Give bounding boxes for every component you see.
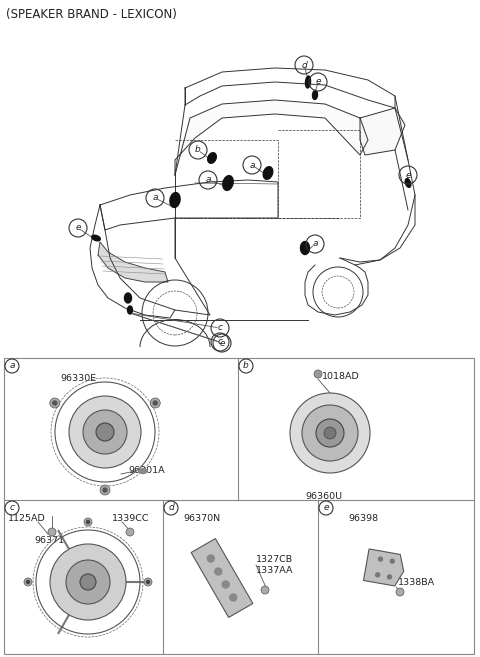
Circle shape (164, 501, 178, 515)
Circle shape (144, 578, 152, 586)
Circle shape (396, 588, 404, 596)
Circle shape (239, 359, 253, 373)
Bar (4, 358, 474, 654)
Circle shape (150, 398, 160, 408)
Text: 96371: 96371 (34, 536, 64, 545)
Text: 96398: 96398 (348, 514, 378, 523)
Circle shape (50, 544, 126, 620)
Circle shape (230, 594, 237, 601)
Text: e: e (405, 171, 411, 179)
Circle shape (53, 401, 57, 405)
Circle shape (146, 581, 149, 583)
Ellipse shape (405, 179, 411, 187)
Text: (SPEAKER BRAND - LEXICON): (SPEAKER BRAND - LEXICON) (6, 8, 177, 21)
Text: a: a (249, 160, 255, 170)
Polygon shape (363, 549, 404, 586)
Text: 96301A: 96301A (128, 466, 165, 475)
Text: a: a (9, 361, 15, 371)
Circle shape (290, 393, 370, 473)
Text: a: a (312, 240, 318, 248)
Text: b: b (195, 145, 201, 154)
Polygon shape (360, 108, 405, 155)
Ellipse shape (124, 293, 132, 303)
Circle shape (100, 485, 110, 495)
Text: 1327CB: 1327CB (256, 555, 293, 564)
Circle shape (50, 398, 60, 408)
Circle shape (222, 581, 229, 588)
Text: 1339CC: 1339CC (112, 514, 149, 523)
Ellipse shape (92, 235, 100, 241)
Ellipse shape (305, 76, 311, 88)
Text: 96370N: 96370N (183, 514, 220, 523)
Text: e: e (323, 503, 329, 512)
Circle shape (26, 581, 29, 583)
Circle shape (379, 557, 383, 561)
Text: e: e (219, 338, 225, 348)
Polygon shape (98, 242, 168, 282)
Ellipse shape (128, 306, 132, 314)
Circle shape (5, 501, 19, 515)
Circle shape (316, 419, 344, 447)
Circle shape (69, 396, 141, 468)
Circle shape (5, 359, 19, 373)
Circle shape (319, 501, 333, 515)
Text: 1338BA: 1338BA (398, 578, 435, 587)
Circle shape (48, 528, 56, 536)
Ellipse shape (139, 468, 147, 474)
Circle shape (314, 370, 322, 378)
Circle shape (86, 520, 89, 524)
Text: a: a (205, 175, 211, 185)
Polygon shape (175, 100, 368, 175)
Circle shape (261, 586, 269, 594)
Circle shape (324, 427, 336, 439)
Text: c: c (10, 503, 14, 512)
Circle shape (126, 528, 134, 536)
Polygon shape (191, 539, 253, 618)
Circle shape (376, 573, 380, 577)
Circle shape (215, 568, 222, 575)
Text: c: c (217, 338, 223, 346)
Text: 96360U: 96360U (305, 492, 342, 501)
Text: 1018AD: 1018AD (322, 372, 360, 381)
Circle shape (66, 560, 110, 604)
Ellipse shape (263, 167, 273, 179)
Ellipse shape (208, 152, 216, 163)
Text: d: d (168, 503, 174, 512)
Circle shape (84, 518, 92, 526)
Text: d: d (301, 60, 307, 70)
Text: 1125AD: 1125AD (8, 514, 46, 523)
Ellipse shape (223, 175, 233, 191)
Circle shape (83, 410, 127, 454)
Ellipse shape (312, 91, 318, 99)
Text: 1337AA: 1337AA (256, 566, 293, 575)
Circle shape (387, 575, 392, 579)
Text: e: e (75, 223, 81, 233)
Text: 96330E: 96330E (60, 374, 96, 383)
Circle shape (207, 555, 214, 562)
Ellipse shape (300, 242, 310, 254)
Text: a: a (152, 194, 158, 202)
Text: b: b (243, 361, 249, 371)
Ellipse shape (170, 193, 180, 208)
Circle shape (103, 488, 107, 492)
Text: e: e (315, 78, 321, 87)
Circle shape (96, 423, 114, 441)
Circle shape (24, 578, 32, 586)
Circle shape (302, 405, 358, 461)
Circle shape (390, 559, 394, 563)
Text: c: c (217, 323, 223, 332)
Circle shape (80, 574, 96, 590)
Circle shape (153, 401, 157, 405)
